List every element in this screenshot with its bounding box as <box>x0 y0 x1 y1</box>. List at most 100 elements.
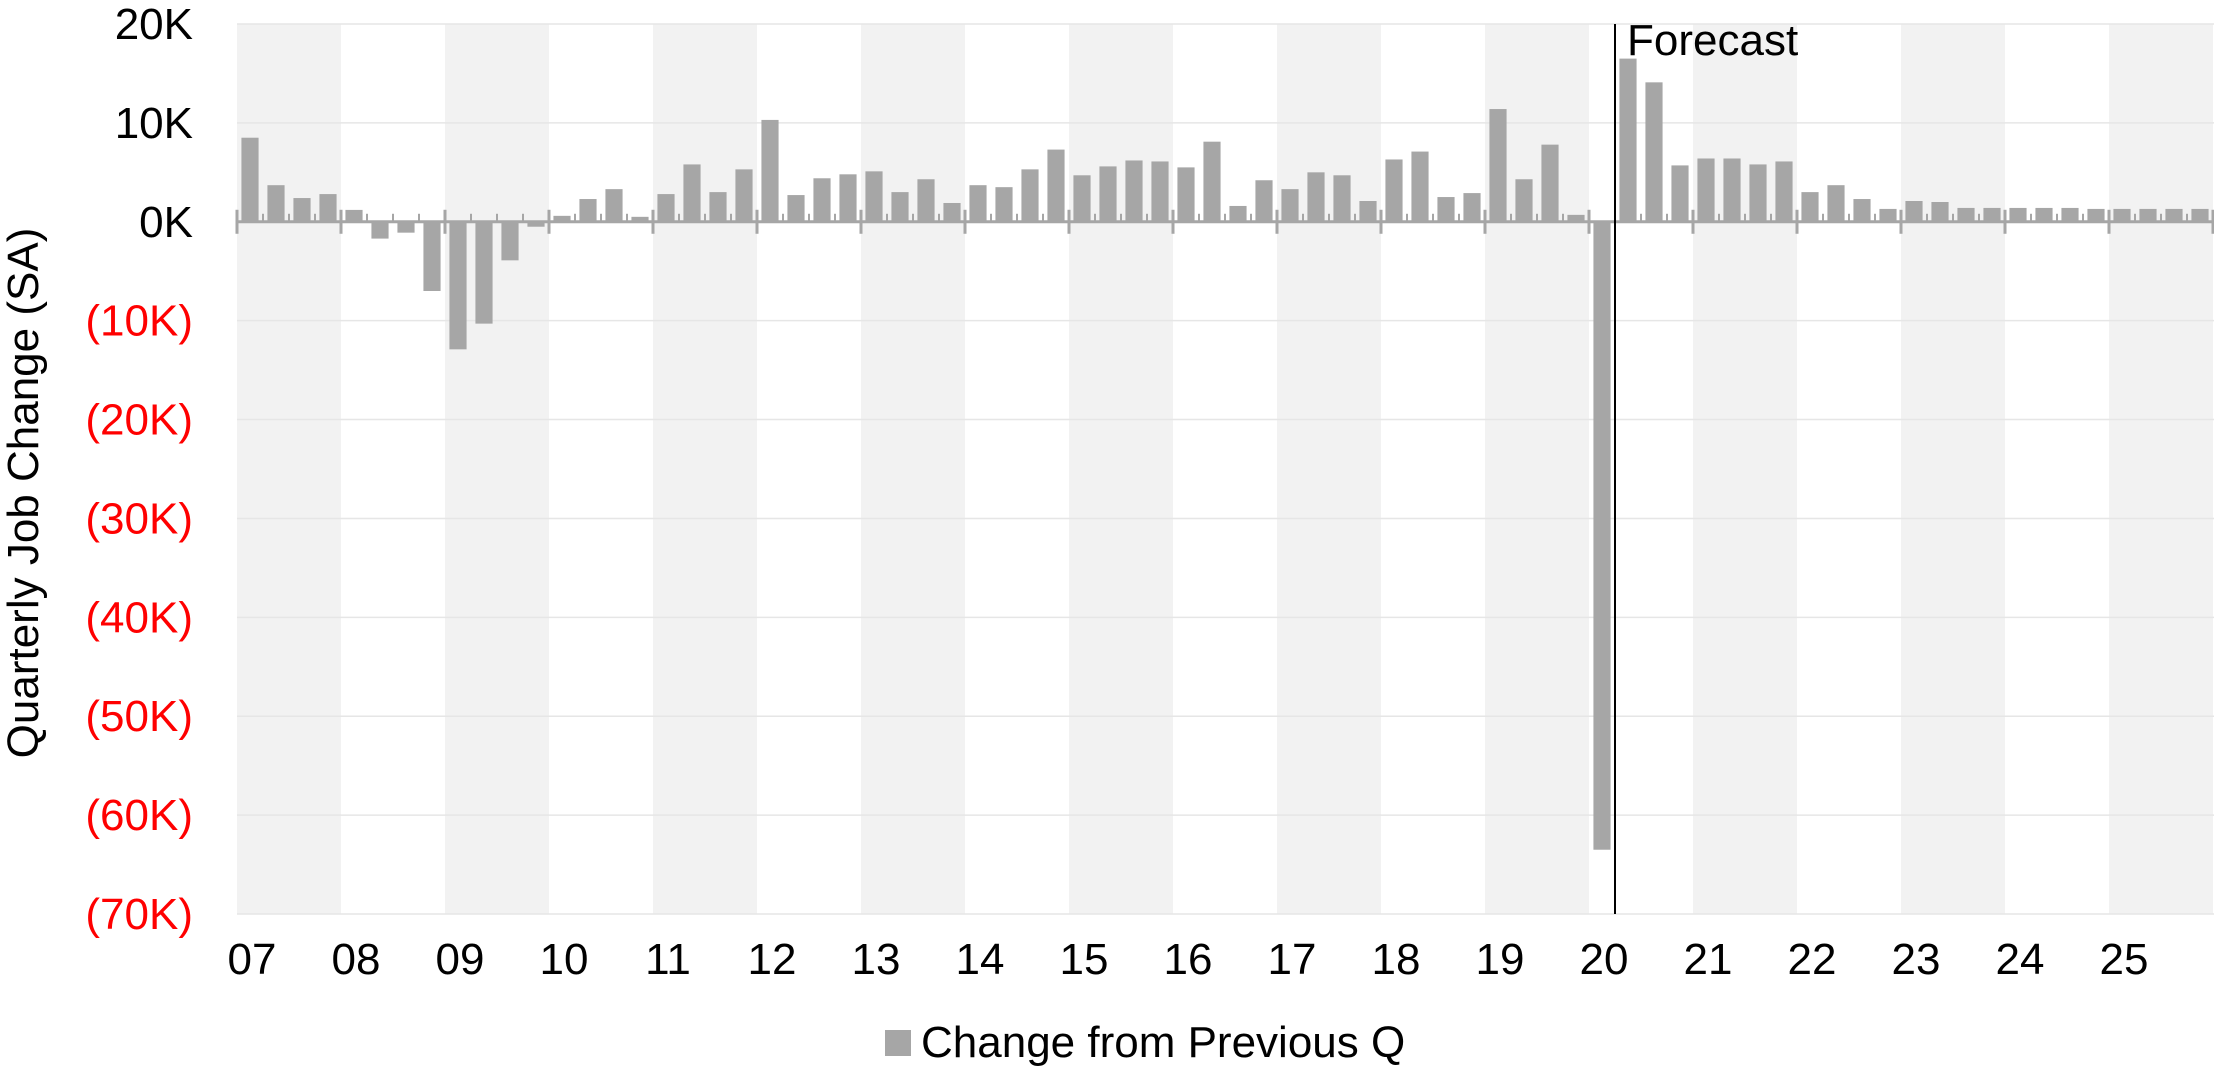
bar <box>787 195 805 222</box>
bar <box>1203 141 1221 222</box>
bar <box>1333 175 1351 222</box>
y-tick-labels: 20K 10K 0K (10K) (20K) (30K) (40K) (50K) (60K) (7… <box>85 0 193 939</box>
bar <box>735 169 753 222</box>
year-band <box>1901 24 2005 914</box>
bar <box>709 192 727 222</box>
bar <box>1255 180 1273 222</box>
x-tick-label: 07 <box>228 935 277 984</box>
bar <box>475 221 493 324</box>
bar <box>1125 160 1143 222</box>
bar <box>631 216 649 222</box>
bar <box>1515 179 1533 222</box>
bar <box>917 179 935 222</box>
bar <box>1905 201 1923 222</box>
bar <box>605 189 623 222</box>
bar <box>1931 202 1949 222</box>
bar <box>1853 199 1871 222</box>
bar <box>865 171 883 222</box>
y-tick-label: (70K) <box>85 890 193 939</box>
bar <box>2113 208 2131 222</box>
x-tick-label: 21 <box>1684 935 1733 984</box>
x-tick-label: 23 <box>1892 935 1941 984</box>
x-tick-label: 18 <box>1372 935 1421 984</box>
bar <box>969 185 987 222</box>
x-tick-label: 13 <box>852 935 901 984</box>
bar <box>1385 159 1403 222</box>
bar <box>1983 207 2001 222</box>
y-tick-label: (20K) <box>85 396 193 445</box>
year-band <box>1277 24 1381 914</box>
bar <box>1645 82 1663 222</box>
bar <box>345 209 363 222</box>
bar <box>1827 185 1845 222</box>
x-tick-labels: 07 08 09 10 11 12 13 14 15 16 17 18 19 20 21 22 23 24 25 <box>228 935 2149 984</box>
bar <box>657 194 675 222</box>
bar <box>1801 192 1819 222</box>
x-tick-label: 16 <box>1164 935 1213 984</box>
x-tick-label: 22 <box>1788 935 1837 984</box>
legend-label: Change from Previous Q <box>921 1018 1406 1067</box>
bar <box>2165 208 2183 222</box>
bar <box>1567 214 1585 222</box>
y-tick-label: (10K) <box>85 297 193 346</box>
legend-swatch <box>885 1030 911 1056</box>
bar <box>2191 208 2209 222</box>
bar <box>943 202 961 222</box>
bar <box>2061 207 2079 222</box>
bar <box>501 221 519 261</box>
x-tick-label: 20 <box>1580 935 1629 984</box>
year-band <box>653 24 757 914</box>
x-tick-label: 14 <box>956 935 1005 984</box>
bar <box>1099 166 1117 222</box>
bar <box>553 215 571 222</box>
y-tick-label: (40K) <box>85 593 193 642</box>
bar <box>1151 161 1169 222</box>
bar <box>995 187 1013 222</box>
bar <box>371 221 389 239</box>
bar <box>1541 144 1559 222</box>
bar <box>1411 151 1429 222</box>
bar <box>2087 208 2105 222</box>
bar <box>761 119 779 222</box>
x-tick-label: 17 <box>1268 935 1317 984</box>
zero-axis <box>235 209 2214 234</box>
bar <box>579 199 597 222</box>
year-band <box>2109 24 2213 914</box>
bar <box>1463 193 1481 222</box>
bar <box>1229 205 1247 222</box>
year-band <box>445 24 549 914</box>
bar <box>1697 158 1715 222</box>
y-tick-label: (60K) <box>85 791 193 840</box>
bar <box>293 198 311 222</box>
y-tick-label: 0K <box>139 198 193 247</box>
bar <box>1593 221 1611 850</box>
x-tick-label: 15 <box>1060 935 1109 984</box>
x-tick-label: 12 <box>748 935 797 984</box>
bar <box>1047 149 1065 222</box>
x-tick-label: 24 <box>1996 935 2045 984</box>
bar <box>449 221 467 350</box>
bar <box>1021 169 1039 222</box>
x-tick-label: 25 <box>2100 935 2149 984</box>
forecast-label: Forecast <box>1627 16 1798 65</box>
x-tick-label: 10 <box>540 935 589 984</box>
year-band <box>1069 24 1173 914</box>
bar <box>1359 201 1377 222</box>
x-tick-label: 08 <box>332 935 381 984</box>
bar <box>2139 208 2157 222</box>
bar <box>1749 164 1767 222</box>
bar <box>2035 207 2053 222</box>
forecast-marker: Forecast <box>1614 16 1798 914</box>
year-band <box>861 24 965 914</box>
bar <box>1957 207 1975 222</box>
x-tick-label: 09 <box>436 935 485 984</box>
bar <box>267 185 285 222</box>
bar <box>839 174 857 222</box>
y-tick-label: (50K) <box>85 692 193 741</box>
bar-series <box>241 58 2209 850</box>
y-tick-label: (30K) <box>85 494 193 543</box>
bar <box>1879 208 1897 222</box>
bar <box>683 164 701 222</box>
